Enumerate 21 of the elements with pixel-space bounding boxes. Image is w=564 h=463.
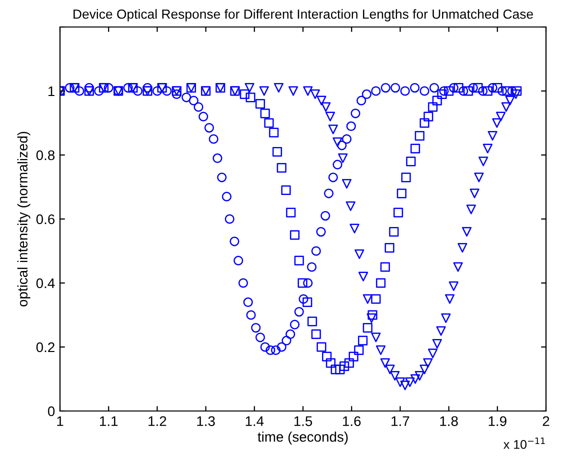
y-tick-label: 0.2 — [36, 342, 54, 352]
y-tick-label: 0.8 — [36, 150, 55, 160]
x-tick-label: 1.7 — [392, 416, 410, 426]
x-axis-title: time (seconds) — [258, 432, 348, 445]
x-tick-label: 1 — [57, 416, 64, 426]
x-tick-label: 1.9 — [488, 416, 506, 426]
y-tick-label: 0.6 — [36, 214, 55, 224]
x-tick-label: 1.5 — [294, 416, 312, 426]
y-tick-label: 0 — [48, 406, 55, 416]
y-tick-label: 1 — [48, 86, 54, 96]
y-tick-label: 0.4 — [36, 278, 55, 288]
x-tick-label: 1.4 — [246, 416, 264, 426]
text: x 10$^{−11}$ — [504, 438, 545, 449]
y-axis-title: optical intensity (normalized) — [17, 132, 30, 306]
chart-title: Device Optical Response for Different Interaction Lengths for Unmatched Case — [74, 9, 533, 22]
x-tick-label: 1.8 — [440, 416, 458, 426]
x-tick-label: 1.6 — [343, 416, 361, 426]
x-tick-label: 1.3 — [197, 416, 215, 426]
x-tick-label: 1.2 — [148, 416, 166, 426]
x-tick-label: 2 — [542, 416, 550, 426]
x-tick-label: 1.1 — [100, 416, 118, 426]
